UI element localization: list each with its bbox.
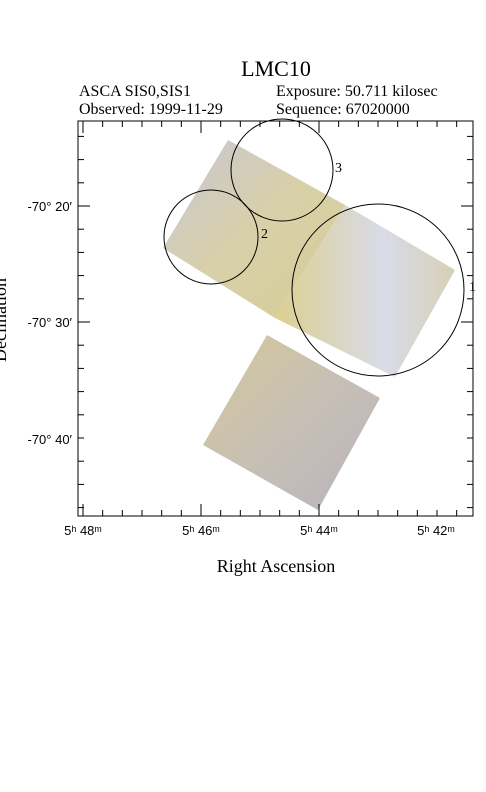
x-tick-label: 5ʰ 48ᵐ (64, 523, 102, 538)
x-tick-label: 5ʰ 46ᵐ (182, 523, 220, 538)
image-tile (163, 140, 345, 318)
region-label: 2 (261, 227, 268, 242)
y-tick-label: -70° 40′ (28, 432, 73, 447)
x-tick-label: 5ʰ 42ᵐ (417, 523, 455, 538)
image-tile (275, 205, 455, 377)
y-tick-label: -70° 20′ (28, 199, 73, 214)
instrument: ASCA SIS0,SIS1 (79, 83, 191, 100)
region-circle (163, 189, 259, 285)
plot-frame (77, 120, 474, 517)
region-label: 3 (335, 161, 342, 176)
region-circle (291, 203, 465, 377)
image-tile (203, 335, 380, 510)
observed: Observed: 1999-11-29 (79, 101, 223, 118)
ticks (78, 121, 473, 516)
sequence: Sequence: 67020000 (276, 101, 410, 118)
x-axis-label: Right Ascension (217, 556, 336, 576)
y-tick-label: -70° 30′ (28, 315, 73, 330)
y-axis-label: Declination (0, 278, 10, 362)
title: LMC10 (241, 56, 311, 81)
exposure: Exposure: 50.711 kilosec (276, 83, 438, 100)
x-tick-label: 5ʰ 44ᵐ (300, 523, 338, 538)
region-circle (230, 118, 334, 222)
